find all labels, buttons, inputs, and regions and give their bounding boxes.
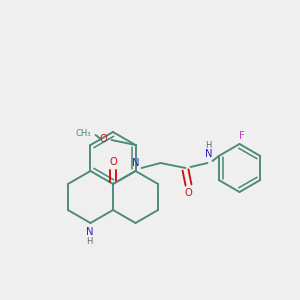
Text: O: O bbox=[109, 157, 117, 167]
Text: N: N bbox=[205, 149, 212, 159]
Text: H: H bbox=[86, 238, 93, 247]
Text: F: F bbox=[238, 131, 244, 141]
Text: O: O bbox=[184, 188, 192, 198]
Text: O: O bbox=[100, 134, 107, 144]
Text: H: H bbox=[205, 140, 212, 149]
Text: N: N bbox=[86, 227, 93, 237]
Text: CH₃: CH₃ bbox=[76, 130, 91, 139]
Text: N: N bbox=[132, 158, 139, 168]
